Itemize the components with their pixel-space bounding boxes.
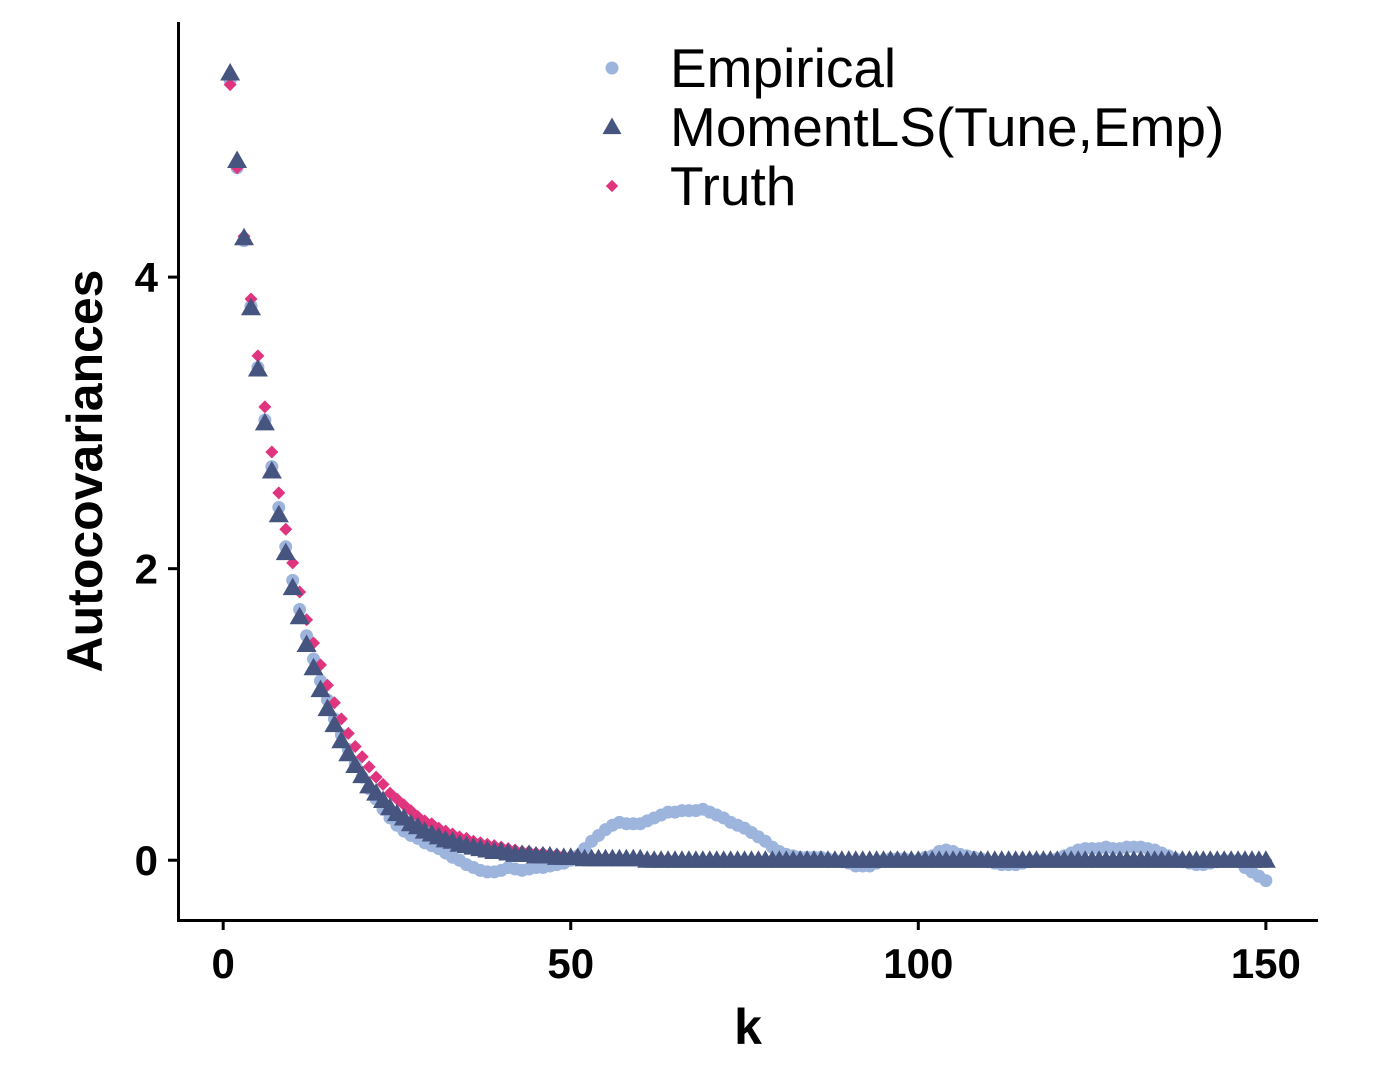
data-point: [272, 486, 286, 500]
data-point: [261, 461, 282, 479]
legend-key: [605, 61, 619, 75]
data-point: [279, 522, 293, 536]
data-point: [362, 760, 376, 774]
data-point: [268, 504, 289, 523]
legend-item: Empirical: [605, 37, 896, 99]
legend-key: [602, 117, 622, 135]
data-point: [254, 412, 275, 431]
plot-points: [220, 63, 1276, 888]
data-point: [1259, 874, 1273, 888]
y-tick-label: 0: [135, 837, 158, 884]
data-point: [369, 770, 383, 784]
data-point: [258, 400, 272, 414]
data-point: [223, 78, 237, 92]
data-point: [227, 150, 248, 168]
data-point: [331, 730, 352, 749]
data-point: [338, 743, 359, 762]
y-tick-label: 4: [135, 254, 159, 301]
data-point: [1255, 850, 1276, 868]
data-point: [247, 358, 268, 377]
x-tick-label: 50: [547, 940, 594, 987]
data-point: [296, 634, 317, 652]
legend-item: MomentLS(Tune,Emp): [602, 96, 1224, 158]
data-point: [348, 740, 362, 754]
x-tick-label: 0: [212, 940, 235, 987]
data-point: [220, 63, 241, 81]
legend-item: Truth: [605, 155, 796, 217]
legend-label: MomentLS(Tune,Emp): [670, 96, 1224, 158]
data-point: [310, 679, 331, 698]
data-point: [303, 657, 324, 676]
data-point: [275, 542, 296, 561]
data-point: [240, 297, 261, 316]
data-point: [355, 750, 369, 764]
data-point: [376, 777, 390, 791]
data-point: [345, 755, 366, 773]
legend-key: [605, 179, 619, 193]
data-point: [282, 577, 303, 596]
y-ticks: 0 2 4: [135, 254, 178, 884]
legend-label: Empirical: [670, 37, 896, 99]
legend-label: Truth: [670, 155, 796, 217]
series-triangle: [220, 63, 1276, 868]
data-point: [234, 227, 255, 246]
x-tick-label: 150: [1231, 940, 1301, 987]
x-tick-label: 100: [883, 940, 953, 987]
data-point: [324, 714, 345, 733]
data-point: [317, 698, 338, 717]
y-tick-label: 2: [135, 546, 158, 593]
x-ticks: 0 50 100 150: [212, 920, 1301, 987]
data-point: [341, 726, 355, 740]
data-point: [289, 606, 310, 625]
data-point: [352, 765, 373, 784]
data-point: [265, 445, 279, 459]
x-axis-title: k: [734, 999, 762, 1055]
data-point: [251, 349, 265, 363]
y-axis-title: Autocovariances: [57, 270, 113, 673]
